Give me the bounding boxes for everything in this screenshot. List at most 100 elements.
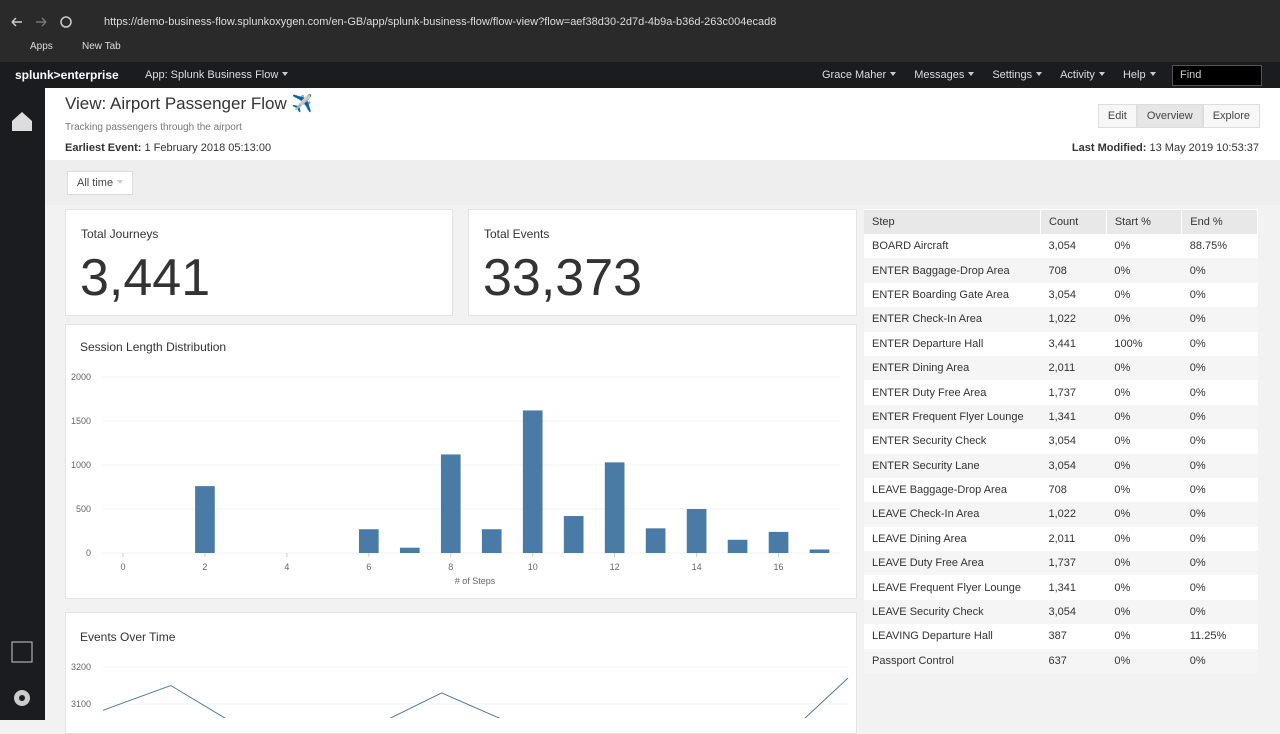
table-row: ENTER Duty Free Area 1,737 0% 0% (864, 380, 1258, 404)
edit-button[interactable]: Edit (1097, 104, 1137, 128)
table-cell: 0% (1114, 386, 1131, 399)
stat-value: 33,373 (483, 249, 643, 307)
table-row: LEAVE Security Check 3,054 0% 0% (864, 599, 1258, 625)
table-cell: 0% (1181, 453, 1258, 478)
table-cell: ENTER Check-In Area (864, 307, 1041, 332)
table-cell: LEAVE Duty Free Area (864, 551, 1041, 576)
x-tick-label: 16 (774, 562, 784, 572)
table-cell: 0% (1114, 630, 1131, 643)
table-cell: ENTER Security Check (872, 435, 987, 448)
table-cell: LEAVE Dining Area (872, 532, 967, 545)
table-cell: 0% (1106, 355, 1182, 381)
nav-menu[interactable]: Settings (992, 69, 1042, 81)
bookmark[interactable]: New Tab (82, 41, 121, 52)
table-cell: ENTER Boarding Gate Area (872, 288, 1009, 301)
label: Last Modified: (1071, 142, 1147, 154)
app-menu[interactable]: App: Splunk Business Flow (145, 69, 288, 81)
table-cell: 0% (1189, 532, 1206, 545)
y-tick-label: 3200 (71, 662, 91, 672)
table-row: ENTER Check-In Area 1,022 0% 0% (864, 307, 1258, 332)
table-cell: 0% (1181, 551, 1258, 576)
table-cell: LEAVING Departure Hall (872, 630, 993, 643)
table-cell: 88.75% (1189, 240, 1228, 253)
time-picker[interactable]: All time (67, 171, 134, 195)
x-tick-label: 0 (120, 562, 125, 572)
bar (768, 531, 789, 553)
table-cell: 0% (1106, 404, 1182, 430)
column-header[interactable]: End % (1181, 210, 1258, 234)
nav-menu[interactable]: Grace Maher (822, 69, 896, 81)
bar (522, 410, 543, 553)
search-box[interactable]: Find (1172, 65, 1262, 86)
table-cell: 0% (1181, 599, 1258, 625)
bar (440, 454, 461, 553)
nav-menu[interactable]: Help (1123, 69, 1156, 81)
table-cell: 3,054 (1040, 599, 1107, 625)
table-row: LEAVE Frequent Flyer Lounge 1,341 0% 0% (864, 575, 1258, 599)
line (102, 677, 849, 718)
table-cell: ENTER Frequent Flyer Lounge (864, 404, 1041, 430)
x-tick-label: 10 (528, 562, 538, 572)
table-cell: 0% (1114, 581, 1131, 594)
column-header[interactable]: Count (1040, 210, 1107, 234)
table-row: LEAVING Departure Hall 387 0% 11.25% (864, 624, 1258, 648)
bookmark[interactable]: Apps (30, 41, 53, 52)
table-cell: 3,054 (1048, 240, 1077, 253)
table-cell: 1,022 (1040, 307, 1107, 332)
nav-menu[interactable]: Activity (1060, 69, 1105, 81)
table-cell: ENTER Baggage-Drop Area (864, 258, 1041, 283)
table-row: LEAVE Check-In Area 1,022 0% 0% (864, 502, 1258, 527)
search-placeholder: Find (1180, 69, 1202, 81)
table-row: Passport Control 637 0% 0% (864, 648, 1258, 674)
table-cell: 708 (1040, 258, 1107, 283)
table-cell: 387 (1048, 630, 1067, 643)
bar (195, 486, 215, 553)
x-tick-label: 4 (284, 562, 289, 572)
explore-button[interactable]: Explore (1202, 104, 1260, 128)
table-cell: 0% (1189, 386, 1206, 399)
browser-chrome: https://demo-business-flow.splunkoxygen.… (0, 0, 1280, 62)
x-tick-label: 14 (692, 562, 702, 572)
bar (399, 547, 420, 553)
button-group: Edit Overview Explore (1097, 104, 1260, 128)
menus: Grace Maher Messages Settings Activity Help (822, 69, 1174, 81)
steps-table: Step Count Start % End % BOARD Aircraft 3,054… (864, 210, 1258, 674)
table-cell: LEAVE Frequent Flyer Lounge (872, 581, 1021, 594)
table-cell: 0% (1106, 307, 1182, 332)
y-tick-label: 1500 (71, 416, 91, 426)
table-cell: 3,441 (1048, 337, 1077, 350)
table-cell: 0% (1114, 288, 1131, 301)
stat-label: Total Events (484, 227, 550, 241)
table-cell: 0% (1114, 532, 1131, 545)
table-cell: 0% (1181, 355, 1258, 381)
table-cell: LEAVE Security Check (864, 599, 1041, 625)
column-header[interactable]: Step (864, 210, 1041, 234)
bar (563, 516, 584, 553)
chart-title: Events Over Time (80, 630, 176, 644)
bar (809, 549, 830, 553)
table-cell: 0% (1181, 404, 1258, 430)
label: Earliest Event: (65, 142, 142, 154)
table-row: ENTER Security Lane 3,054 0% 0% (864, 453, 1258, 478)
y-tick-label: 0 (86, 548, 91, 558)
address-bar[interactable]: https://demo-business-flow.splunkoxygen.… (104, 16, 777, 28)
sidebar-icons[interactable] (0, 88, 45, 720)
table-row: BOARD Aircraft 3,054 0% 88.75% (864, 234, 1258, 258)
table-row: LEAVE Dining Area 2,011 0% 0% (864, 527, 1258, 551)
stat-label: Total Journeys (81, 227, 159, 241)
table-cell: 0% (1181, 502, 1258, 527)
events-panel (65, 612, 857, 734)
column-header[interactable]: Start % (1106, 210, 1183, 234)
y-tick-label: 2000 (71, 372, 91, 382)
nav-menu[interactable]: Messages (914, 69, 974, 81)
overview-button[interactable]: Overview (1136, 104, 1203, 128)
table-cell: LEAVE Check-In Area (864, 502, 1041, 527)
logo[interactable]: splunk>enterprise (15, 68, 119, 82)
table-cell: ENTER Departure Hall (872, 337, 984, 350)
table-row: ENTER Dining Area 2,011 0% 0% (864, 355, 1258, 381)
table-row: LEAVE Duty Free Area 1,737 0% 0% (864, 551, 1258, 576)
subtitle: Tracking passengers through the airport (65, 122, 242, 133)
table-cell: 637 (1040, 648, 1107, 674)
nav-buttons[interactable] (8, 14, 78, 30)
